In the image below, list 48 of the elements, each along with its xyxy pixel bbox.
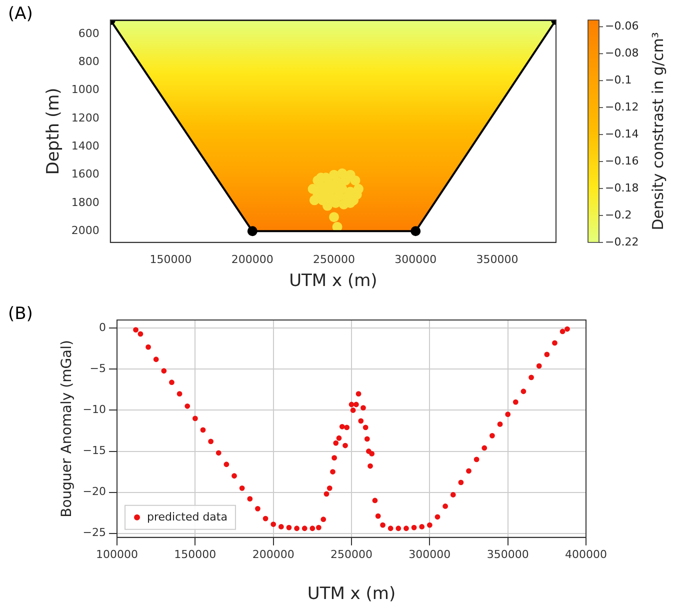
x-tick-label: 200000 [231,252,274,266]
color-bar-label: −0.18 [605,181,639,194]
color-bar-label: −0.16 [605,154,639,168]
x-tick-label: 350000 [476,252,518,266]
x-axis-title: UTM x (m) [289,271,378,292]
y-tick-label: −20 [82,485,106,498]
x-tick-label: 100000 [96,548,138,561]
x-tick-label: 150000 [150,252,192,266]
color-bar-label: −0.12 [605,100,639,114]
x-tick-label: 150000 [174,548,216,561]
y-tick-label: 1200 [71,111,100,124]
point [350,175,360,186]
text: (A) [8,4,33,24]
y-tick-label: 1400 [71,140,100,153]
x-tick-label: 300000 [394,252,437,266]
x-tick-label: 200000 [252,548,294,561]
color-bar-label: −0.22 [605,235,639,248]
y-axis-title: Bouguer Anomaly (mGal) [59,340,76,518]
color-bar-label: −0.2 [605,208,632,222]
y-tick-label: 2000 [71,224,100,237]
color-bar-label: −0.1 [605,74,632,87]
color-bar-label: −0.06 [605,20,639,33]
x-tick-label: 250000 [313,252,356,266]
point [309,195,320,206]
y-axis-title: Depth (m) [44,88,64,175]
x-tick-label: 400000 [565,548,607,561]
y-tick-label: 600 [78,26,100,40]
x-tick-label: 350000 [486,548,529,561]
y-tick-label: 800 [78,55,100,68]
point [329,212,340,222]
y-tick-label: 1000 [71,83,100,96]
point [322,200,332,211]
y-tick-label: 1800 [71,196,100,209]
color-bar-label: −0.14 [605,127,639,140]
color-bar-label: −0.08 [605,46,639,60]
y-tick-label: −10 [82,403,106,416]
x-tick-label: 250000 [330,548,373,561]
x-axis-title: UTM x (m) [307,584,396,604]
y-tick-label: 0 [99,321,106,334]
y-tick-label: −15 [82,444,106,458]
y-tick-label: 1600 [71,168,100,181]
point [330,198,341,208]
legend-label: predicted data [147,510,228,524]
y-tick-label: −25 [82,526,106,540]
color-bar-title: Density constrast in g/cm³ [648,32,667,230]
y-tick-label: −5 [90,362,106,376]
x-tick-label: 300000 [408,548,451,561]
text: (B) [8,304,33,324]
